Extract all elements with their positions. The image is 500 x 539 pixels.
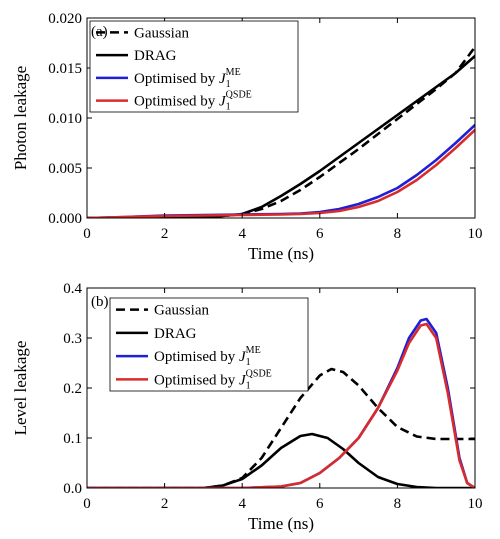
x-tick-label: 4: [238, 496, 246, 512]
legend-label-4: Optimised by J1QSDE: [154, 368, 272, 391]
series-line-1: [87, 46, 475, 218]
x-tick-label: 0: [83, 226, 91, 242]
legend-box: [89, 20, 299, 113]
legend-box: [109, 297, 309, 392]
y-tick-label: 0.4: [63, 281, 82, 297]
legend-label-2: DRAG: [154, 326, 197, 342]
y-axis-label: Level leakage: [11, 341, 30, 436]
x-tick-label: 8: [394, 496, 402, 512]
x-tick-label: 0: [83, 496, 91, 512]
series-line-2: [87, 432, 475, 488]
y-tick-label: 0.3: [63, 331, 82, 347]
panel-label: (b): [91, 294, 109, 310]
x-axis-label: Time (ns): [248, 244, 314, 263]
legend-label-1: Gaussian: [134, 25, 189, 41]
y-tick-label: 0.010: [48, 111, 82, 127]
series-line-4: [87, 322, 475, 488]
y-tick-label: 0.000: [48, 211, 82, 227]
legend-label-4: Optimised by J1QSDE: [134, 90, 252, 113]
y-tick-label: 0.1: [63, 431, 82, 447]
panel-label: (a): [91, 24, 108, 40]
legend-label-2: DRAG: [134, 48, 177, 64]
x-axis-label: Time (ns): [248, 514, 314, 533]
x-tick-label: 4: [238, 226, 246, 242]
y-tick-label: 0.2: [63, 381, 82, 397]
series-line-1: [87, 367, 475, 488]
y-tick-label: 0.020: [48, 11, 82, 27]
legend-label-1: Gaussian: [154, 303, 209, 319]
x-tick-label: 6: [316, 226, 324, 242]
x-tick-label: 10: [468, 496, 483, 512]
x-tick-label: 2: [161, 226, 169, 242]
chart-panel-2: 0 2 4 6 8 10 0.0 0.1 0.2 0.3 0.4 Time (ns) Level lea…: [11, 281, 483, 533]
y-tick-label: 0.005: [48, 161, 82, 177]
legend-label-3: Optimised by J1ME: [154, 345, 261, 368]
y-tick-label: 0.0: [63, 481, 82, 497]
x-tick-label: 6: [316, 496, 324, 512]
x-tick-label: 10: [468, 226, 483, 242]
x-tick-label: 8: [394, 226, 402, 242]
chart-panel-1: 0 2 4 6 8 10 0.000 0.005 0.010 0.015 0.020 Time (ns…: [11, 11, 483, 263]
legend-label-3: Optimised by J1ME: [134, 67, 241, 90]
x-tick-label: 2: [161, 496, 169, 512]
y-tick-label: 0.015: [48, 61, 82, 77]
y-axis-label: Photon leakage: [11, 66, 30, 170]
series-line-3: [87, 123, 475, 218]
series-line-4: [87, 128, 475, 218]
